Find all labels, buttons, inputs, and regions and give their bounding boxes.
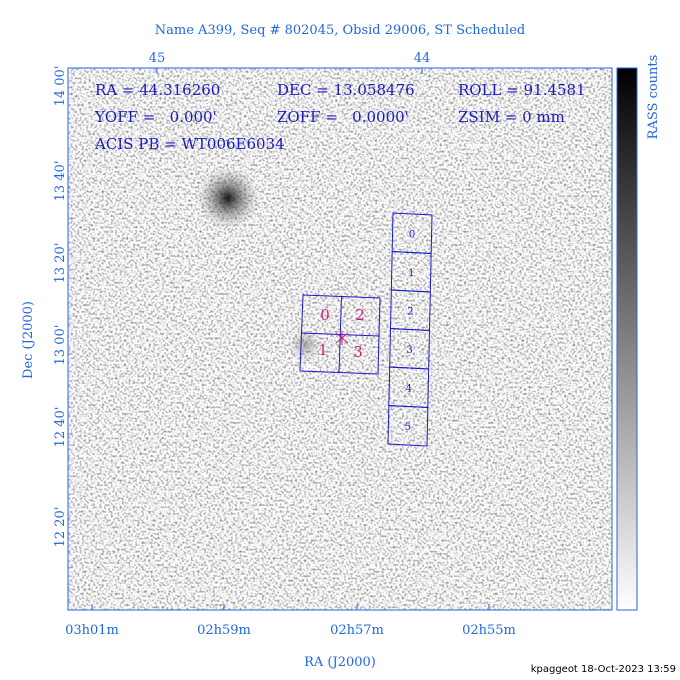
top-tick-label: 44 [414,51,431,66]
left-ticks: 14 00' 13 40' 13 20' 13 00' 12 40' 12 20… [53,66,68,548]
chip-label: 3 [353,343,363,361]
y-tick-label: 12 20' [53,507,68,548]
x-tick-label: 02h59m [197,623,251,638]
y-tick-label: 13 40' [53,161,68,202]
acis-s: 0 1 2 3 4 5 [387,212,433,447]
x-tick-label: 03h01m [65,623,119,638]
top-tick-label: 45 [149,51,166,66]
info-text: ZSIM = 0 mm [458,108,565,126]
y-tick-label: 13 00' [53,325,68,366]
y-tick-label: 12 40' [53,407,68,448]
y-tick-label: 13 20' [53,243,68,284]
chip-label: 4 [406,383,412,394]
chip-label: 1 [318,341,328,359]
y-tick-label: 14 00' [53,66,68,107]
info-text: YOFF = 0.000' [94,108,217,126]
chip-label: 5 [405,422,411,433]
chip [387,404,429,447]
info-text: ACIS PB = WT006E6034 [94,135,285,153]
chip-label: 0 [409,229,415,240]
colorbar-label: RASS counts [646,55,661,140]
y-axis-label: Dec (J2000) [21,301,36,379]
chip-label: 2 [407,306,413,317]
info-block: RA = 44.316260 DEC = 13.058476 ROLL = 91… [94,81,586,153]
chip-label: 3 [406,345,412,356]
title: Name A399, Seq # 802045, Obsid 29006, ST… [155,23,525,38]
colorbar: RASS counts [616,55,661,611]
acis-i: 0 2 1 3 [299,294,381,375]
info-text: ROLL = 91.4581 [458,81,586,99]
info-text: RA = 44.316260 [95,81,220,99]
x-tick-label: 02h57m [330,623,384,638]
chip-label: 0 [320,306,330,324]
info-text: DEC = 13.058476 [277,81,415,99]
bottom-ticks: 03h01m 02h59m 02h57m 02h55m [65,68,516,638]
x-tick-label: 02h55m [462,623,516,638]
chip-label: 1 [408,268,414,279]
x-axis-label: RA (J2000) [304,655,376,670]
chip-label: 2 [355,306,365,324]
footer: kpaggeot 18-Oct-2023 13:59 [531,664,676,675]
info-text: ZOFF = 0.0000' [277,108,409,126]
